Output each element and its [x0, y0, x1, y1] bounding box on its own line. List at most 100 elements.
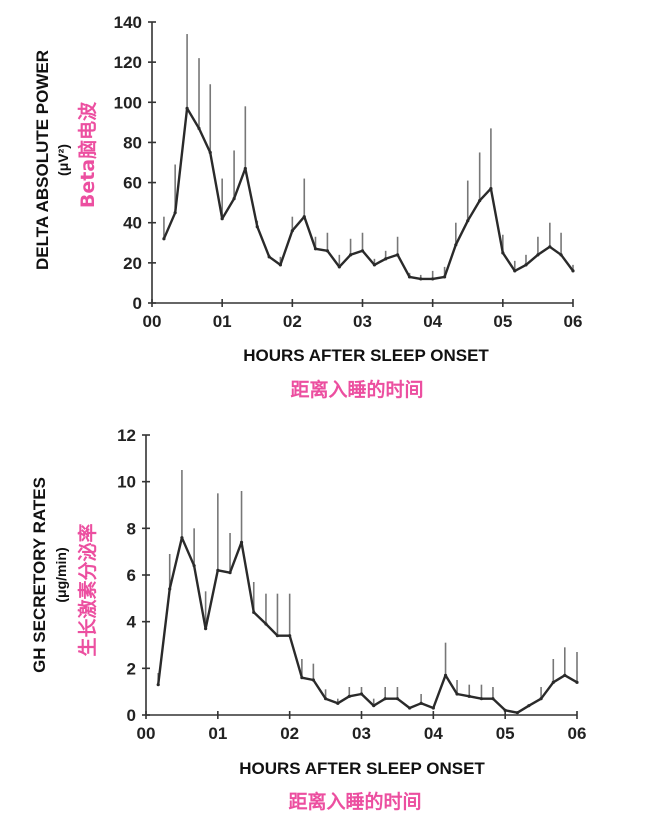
- data-point: [185, 106, 189, 110]
- x-tick-label: 03: [353, 312, 372, 331]
- data-point: [454, 243, 458, 247]
- data-point: [228, 571, 232, 575]
- y-tick-label: 60: [123, 174, 142, 193]
- chart-2-ylabel-unit: (μg/min): [53, 547, 69, 602]
- data-point: [288, 634, 292, 638]
- y-tick-label: 100: [114, 93, 142, 112]
- data-point: [559, 253, 563, 257]
- data-point: [383, 697, 387, 701]
- data-point: [360, 249, 365, 253]
- data-point: [539, 697, 543, 701]
- data-point: [527, 704, 531, 708]
- data-point: [524, 263, 528, 267]
- data-point: [239, 540, 244, 544]
- y-tick-label: 0: [133, 294, 142, 313]
- y-tick-label: 10: [117, 473, 136, 492]
- data-point: [491, 697, 495, 701]
- x-tick-label: 01: [213, 312, 232, 331]
- series-line: [157, 536, 578, 714]
- y-tick-label: 2: [127, 659, 136, 678]
- y-tick-label: 20: [123, 254, 142, 273]
- data-point: [515, 711, 519, 715]
- data-point: [337, 265, 341, 269]
- chart-1-xlabel-cn: 距离入睡的时间: [290, 378, 423, 401]
- data-point: [372, 704, 376, 708]
- data-point: [467, 694, 471, 698]
- x-tick-label: 05: [496, 724, 515, 743]
- y-tick-label: 120: [114, 53, 142, 72]
- data-point: [264, 622, 268, 626]
- data-point: [216, 568, 220, 572]
- data-point: [156, 683, 160, 687]
- y-tick-label: 80: [123, 133, 142, 152]
- data-point: [442, 275, 447, 279]
- x-tick-label: 06: [564, 312, 583, 331]
- y-tick-label: 12: [117, 426, 136, 445]
- data-point: [503, 708, 507, 712]
- chart-2-xlabel: HOURS AFTER SLEEP ONSET: [239, 759, 485, 778]
- data-point: [336, 701, 340, 705]
- chart-1-ylabel-cn: Beta脑电波: [76, 101, 99, 208]
- chart-2-ylabel-cn: 生长激素分泌率: [76, 523, 99, 656]
- data-point: [252, 610, 256, 614]
- data-point: [311, 678, 315, 682]
- data-point: [313, 247, 318, 251]
- data-point: [455, 692, 459, 696]
- x-tick-label: 00: [137, 724, 156, 743]
- data-point: [478, 199, 482, 203]
- data-point: [536, 253, 540, 257]
- data-point: [173, 211, 177, 215]
- chart-2-ylabel: GH SECRETORY RATES: [30, 477, 49, 673]
- data-point: [443, 673, 448, 677]
- data-point: [323, 697, 328, 701]
- data-point: [347, 694, 351, 698]
- data-point: [168, 587, 172, 591]
- data-point: [290, 229, 294, 233]
- data-point: [348, 253, 353, 257]
- y-tick-label: 6: [127, 566, 136, 585]
- chart-1-xlabel: HOURS AFTER SLEEP ONSET: [243, 346, 489, 365]
- data-point: [243, 166, 247, 171]
- data-point: [192, 564, 196, 568]
- data-point: [489, 186, 493, 191]
- data-point: [325, 249, 330, 253]
- data-point: [197, 126, 201, 130]
- x-tick-label: 00: [143, 312, 162, 331]
- chart-1-plot: 0 20 40 60 80 100 120 140 00 01 02 03 04 05 06: [114, 13, 583, 331]
- data-point: [575, 680, 579, 684]
- data-point: [419, 701, 423, 705]
- x-tick-label: 02: [283, 312, 302, 331]
- data-point: [275, 634, 280, 638]
- data-point: [395, 253, 400, 257]
- data-point: [419, 277, 423, 281]
- y-tick-label: 4: [127, 613, 137, 632]
- data-point: [408, 706, 412, 710]
- chart-2-labels: GH SECRETORY RATES (μg/min) 生长激素分泌率 HOUR…: [30, 477, 485, 813]
- data-point: [571, 269, 575, 273]
- x-tick-label: 06: [568, 724, 587, 743]
- x-tick-label: 05: [493, 312, 512, 331]
- data-point: [359, 692, 364, 696]
- data-point: [431, 277, 435, 281]
- data-point: [501, 251, 505, 255]
- data-point: [204, 627, 208, 631]
- data-point: [232, 197, 236, 201]
- chart-2-xlabel-cn: 距离入睡的时间: [288, 790, 421, 813]
- data-point: [372, 263, 377, 267]
- data-point: [395, 697, 400, 701]
- x-tick-label: 02: [280, 724, 299, 743]
- chart-1-labels: DELTA ABSOLUTE POWER (μV²) Beta脑电波 HOURS…: [33, 50, 489, 401]
- data-point: [180, 536, 184, 540]
- data-point: [302, 215, 306, 219]
- data-point: [431, 706, 435, 710]
- data-point: [162, 237, 166, 241]
- x-tick-label: 01: [208, 724, 227, 743]
- series-line: [162, 107, 574, 281]
- x-tick-label: 04: [424, 724, 443, 743]
- y-tick-label: 8: [127, 519, 136, 538]
- chart-1-ylabel: DELTA ABSOLUTE POWER: [33, 50, 52, 270]
- data-point: [563, 673, 567, 677]
- data-point: [208, 150, 212, 155]
